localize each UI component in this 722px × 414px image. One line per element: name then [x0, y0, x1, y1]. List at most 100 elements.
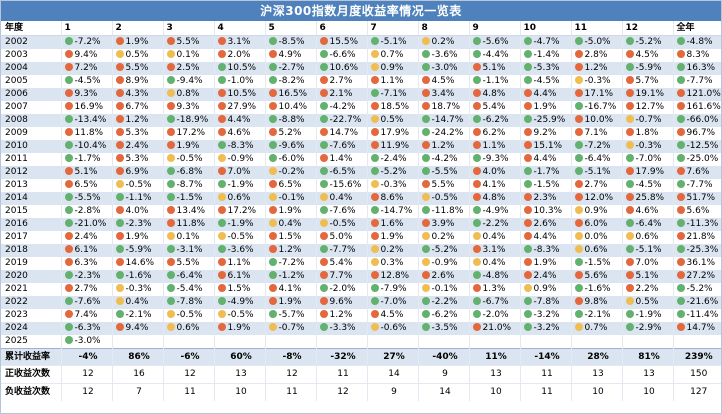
month-return-cell: 2.1%: [316, 88, 368, 101]
return-value: 1.5%: [278, 232, 302, 242]
month-return-cell: -5.6%: [469, 35, 521, 49]
status-dot-icon: [64, 154, 73, 162]
month-return-cell: -0.1%: [418, 283, 470, 296]
month-return-cell: -7.2%: [61, 35, 113, 49]
month-return-cell: -7.2%: [571, 140, 623, 153]
return-value: -0.3%: [635, 141, 662, 151]
status-dot-icon: [472, 271, 481, 279]
status-dot-icon: [523, 167, 532, 175]
month-return-cell: -7.9%: [367, 283, 419, 296]
annual-return-value: 51.7%: [686, 193, 716, 203]
status-dot-icon: [64, 180, 73, 188]
return-value: -4.4%: [482, 50, 509, 60]
status-dot-icon: [115, 76, 124, 84]
status-dot-icon: [166, 245, 175, 253]
status-dot-icon: [523, 232, 532, 240]
month-return-cell: 9.8%: [571, 296, 623, 309]
month-return-cell: 4.4%: [214, 114, 266, 127]
return-value: 0.2%: [380, 245, 404, 255]
negative-count: 11: [163, 383, 215, 401]
month-return-cell: 2.0%: [214, 49, 266, 62]
status-dot-icon: [64, 128, 73, 136]
table-row: 2004 7.2% 5.5% 2.5% 10.5% -2.7% 10.6% 0.9% -3.0%…: [1, 62, 721, 75]
negative-count: 10: [622, 383, 674, 401]
status-dot-icon: [166, 102, 175, 110]
annual-return-value: 96.7%: [686, 128, 716, 138]
return-value: 2.1%: [329, 89, 353, 99]
status-dot-icon: [370, 284, 379, 292]
return-value: 1.9%: [380, 232, 404, 242]
return-value: 1.2%: [329, 310, 353, 320]
status-dot-icon: [574, 76, 583, 84]
month-return-cell: -3.2%: [520, 309, 572, 322]
return-value: 1.1%: [380, 76, 404, 86]
month-return-cell: 6.1%: [61, 244, 113, 257]
status-dot-icon: [217, 180, 226, 188]
status-dot-icon: [64, 323, 73, 331]
annual-return-value: 161.6%: [686, 102, 721, 112]
return-value: 0.0%: [584, 232, 608, 242]
month-return-cell: -5.1%: [367, 35, 419, 49]
status-dot-icon: [421, 297, 430, 305]
return-value: 5.3%: [125, 128, 149, 138]
status-dot-icon: [421, 141, 430, 149]
status-dot-icon: [574, 50, 583, 58]
positive-count: 12: [163, 365, 215, 384]
status-dot-icon: [319, 115, 328, 123]
return-value: 1.9%: [533, 258, 557, 268]
header-month: 5: [265, 21, 317, 36]
negative-count: 11: [265, 383, 317, 401]
status-dot-icon: [217, 89, 226, 97]
month-return-cell: -4.5%: [622, 179, 674, 192]
return-value: 4.5%: [431, 76, 455, 86]
return-value: -7.6%: [329, 141, 356, 151]
month-return-cell: 1.3%: [469, 283, 521, 296]
status-dot-icon: [625, 128, 634, 136]
return-value: 0.2%: [431, 37, 455, 47]
status-dot-icon: [370, 154, 379, 162]
return-value: 0.5%: [380, 115, 404, 125]
return-value: -6.4%: [635, 219, 662, 229]
month-return-cell: -5.9%: [112, 244, 164, 257]
status-dot-icon: [472, 297, 481, 305]
return-value: -6.6%: [329, 50, 356, 60]
positive-count: 13: [571, 365, 623, 384]
return-value: 4.8%: [482, 89, 506, 99]
month-return-cell: 0.4%: [316, 192, 368, 205]
return-value: -2.0%: [482, 310, 509, 320]
status-dot-icon: [166, 89, 175, 97]
status-dot-icon: [166, 115, 175, 123]
status-dot-icon: [472, 154, 481, 162]
table-row: 2025 -3.0%: [1, 335, 721, 349]
status-dot-icon: [574, 232, 583, 240]
month-return-cell: 0.4%: [469, 231, 521, 244]
month-return-cell: 17.2%: [163, 127, 215, 140]
status-dot-icon: [421, 50, 430, 58]
year-cell: 2007: [1, 101, 62, 114]
month-return-cell: 5.5%: [163, 35, 215, 49]
status-dot-icon: [64, 193, 73, 201]
return-value: -14.7%: [380, 206, 413, 216]
return-value: -8.3%: [227, 141, 254, 151]
month-return-cell: 5.1%: [61, 166, 113, 179]
month-return-cell: -0.6%: [367, 322, 419, 335]
status-dot-icon: [574, 206, 583, 214]
month-return-cell: 4.4%: [520, 153, 572, 166]
month-return-cell: [214, 335, 266, 349]
return-value: -7.6%: [74, 297, 101, 307]
month-return-cell: 17.2%: [214, 205, 266, 218]
annual-return-value: -4.8%: [686, 37, 713, 47]
month-return-cell: -5.1%: [622, 244, 674, 257]
return-value: -11.8%: [431, 206, 464, 216]
cumulative-value: 28%: [571, 348, 623, 366]
return-value: 7.7%: [329, 271, 353, 281]
status-dot-icon: [472, 167, 481, 175]
status-dot-icon: [370, 167, 379, 175]
header-month: 3: [163, 21, 215, 36]
return-value: 0.6%: [227, 193, 251, 203]
status-dot-icon: [370, 193, 379, 201]
month-return-cell: -7.7%: [316, 244, 368, 257]
cumulative-value: 86%: [112, 348, 164, 366]
return-value: 25.8%: [635, 193, 665, 203]
return-value: 2.7%: [329, 76, 353, 86]
